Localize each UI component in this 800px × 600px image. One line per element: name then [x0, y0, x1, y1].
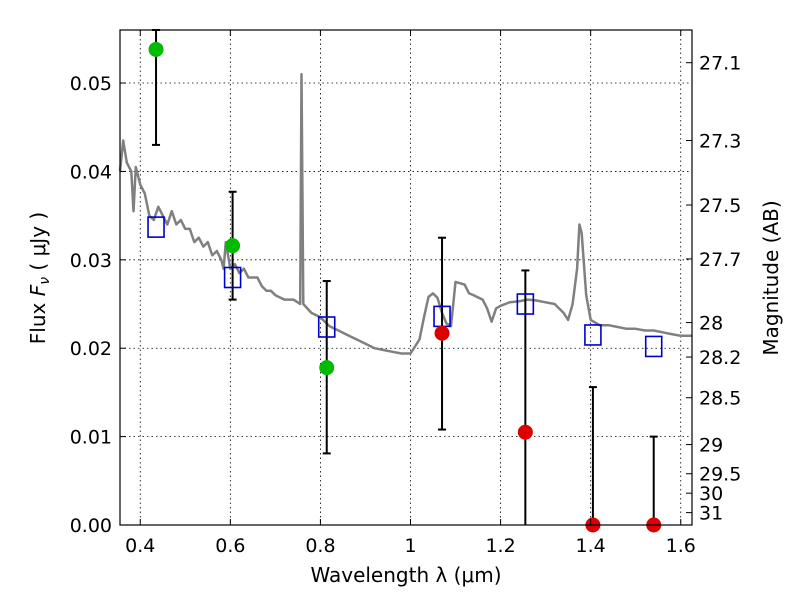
observed-point [225, 238, 241, 254]
x-tick-label: 0.4 [125, 535, 155, 557]
mag-tick-label: 27.7 [699, 249, 741, 271]
x-tick-label: 1.4 [576, 535, 606, 557]
x-tick-labels: 0.4 0.6 0.8 1 1.2 1.4 1.6 [125, 535, 696, 557]
y-tick-label: 0.00 [70, 515, 112, 537]
model-photometry-square [317, 316, 336, 338]
mag-tick-label: 27.3 [699, 130, 741, 152]
observed-point [517, 424, 533, 440]
observed-point [319, 360, 335, 376]
x-tick-label: 1.6 [666, 535, 696, 557]
y2-axis-title: Magnitude (AB) [759, 200, 783, 355]
x-tick-label: 0.6 [215, 535, 245, 557]
y-tick-label: 0.01 [70, 427, 112, 449]
y-tick-labels: 0.00 0.01 0.02 0.03 0.04 0.05 [70, 73, 112, 537]
model-photometry-square [584, 324, 602, 346]
observed-point [148, 41, 164, 57]
y-tick-label: 0.05 [70, 73, 112, 95]
model-photometry-square [223, 266, 242, 289]
x-tick-label: 0.8 [305, 535, 335, 557]
model-photometry [147, 216, 663, 358]
grid-lines [120, 30, 692, 526]
mag-tick-label: 31 [699, 503, 723, 525]
mag-tick-label: 29.5 [699, 464, 741, 486]
mag-tick-label: 30 [699, 483, 723, 505]
x-tick-label: 1.2 [485, 535, 515, 557]
mag-tick-label: 28 [699, 313, 723, 335]
y-tick-label: 0.04 [70, 161, 112, 183]
mag-tick-label: 28.2 [699, 347, 741, 369]
model-photometry-square [147, 216, 165, 238]
y-tick-label: 0.03 [70, 250, 112, 272]
mag-tick-label: 27.1 [699, 53, 741, 75]
y-tick-label: 0.02 [70, 338, 112, 360]
model-sed [118, 72, 692, 355]
axis-ticks [120, 30, 692, 526]
observed-point [434, 325, 450, 341]
model-photometry-square [644, 335, 663, 358]
model-sed-line [118, 72, 692, 355]
plot-frame [119, 29, 693, 526]
model-photometry-square [516, 293, 535, 315]
x-tick-label: 1 [404, 535, 416, 557]
mag-tick-label: 29 [699, 435, 723, 457]
y-axis-title: Flux Fν ( μJy ) [26, 212, 53, 344]
x-axis-title: Wavelength λ (μm) [310, 563, 501, 587]
observed-points [148, 41, 662, 533]
mag-tick-label: 28.5 [699, 388, 741, 410]
error-bars [152, 29, 658, 525]
mag-tick-label: 27.5 [699, 195, 741, 217]
